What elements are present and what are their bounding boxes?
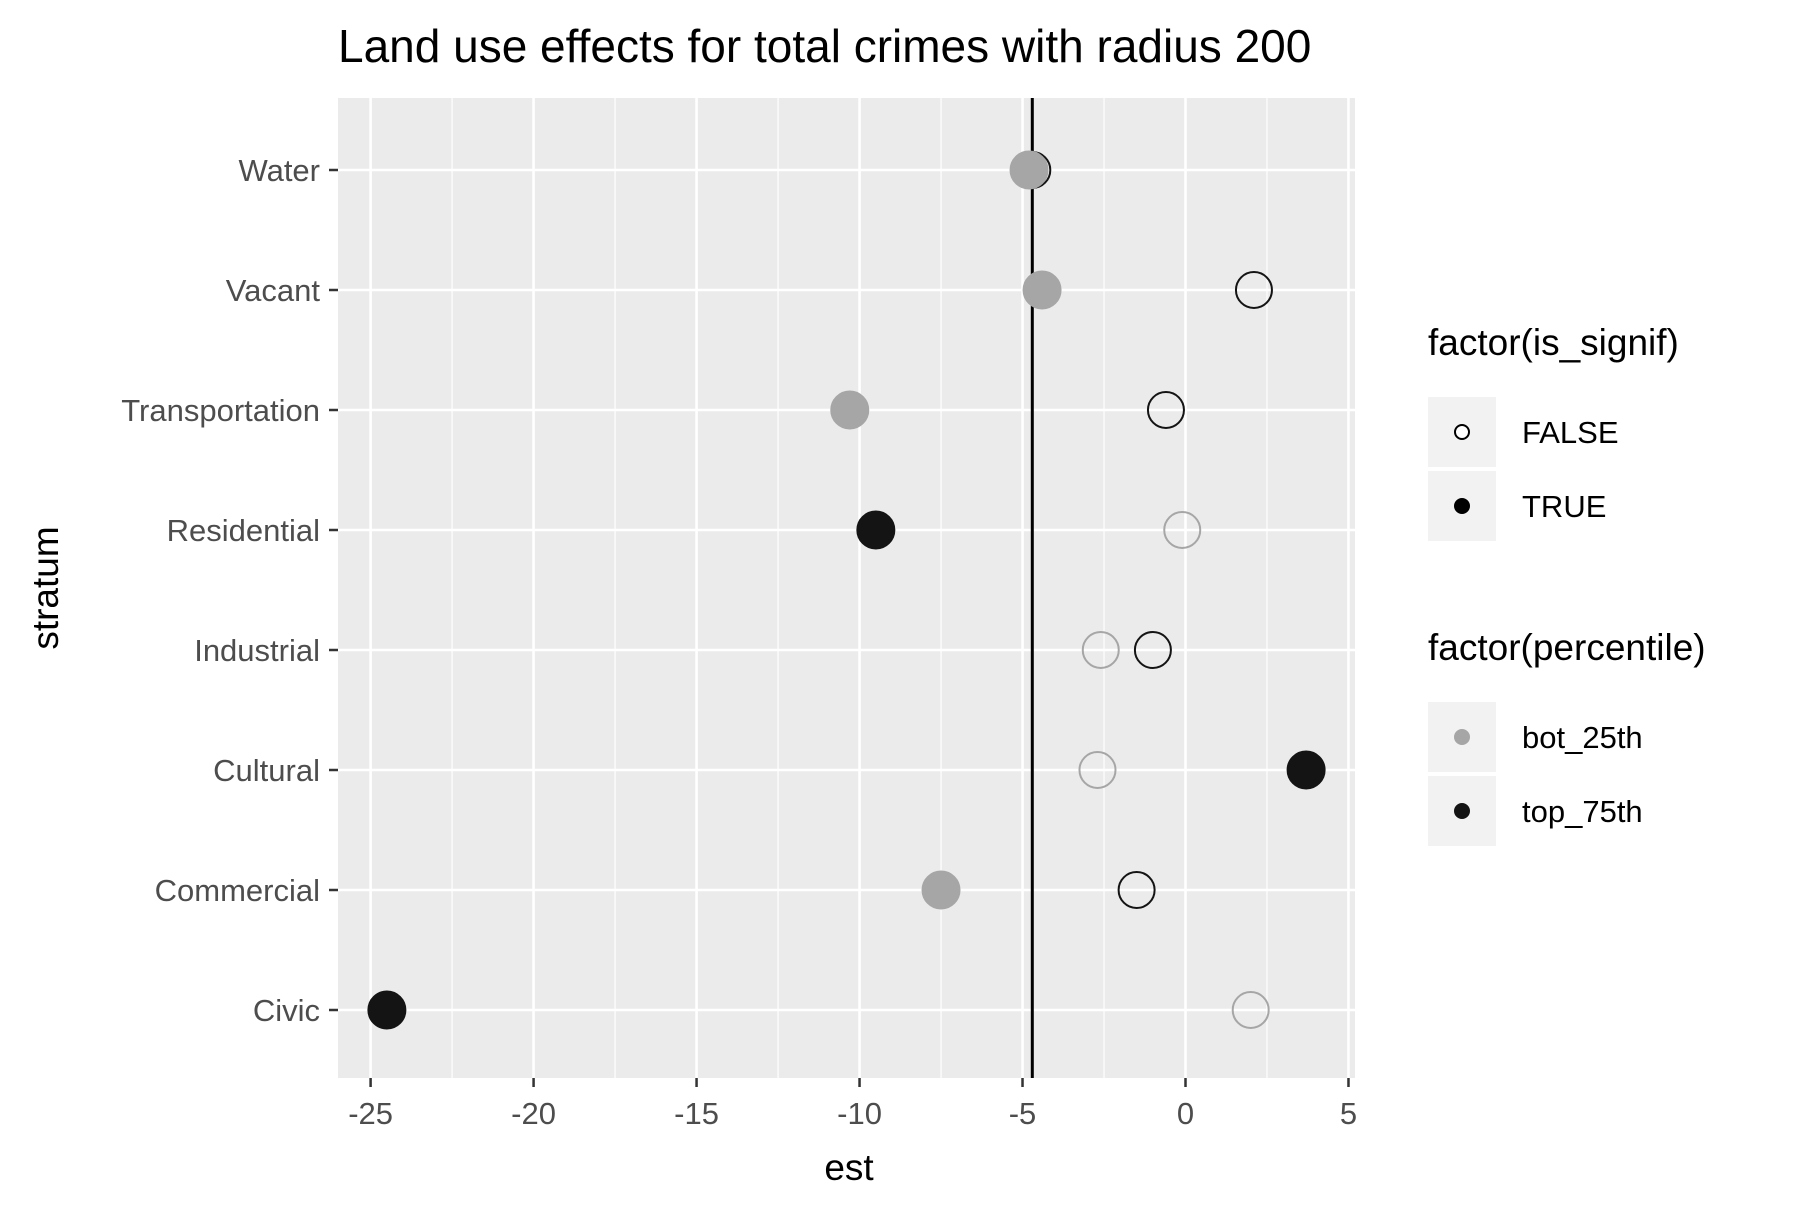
y-tick-label: Water bbox=[238, 153, 320, 188]
data-point bbox=[1078, 751, 1117, 789]
y-tick-label: Transportation bbox=[121, 393, 320, 428]
y-tick-label: Commercial bbox=[155, 873, 320, 908]
y-tick-label: Residential bbox=[167, 513, 320, 548]
data-point bbox=[856, 510, 896, 550]
y-axis-title: stratum bbox=[25, 526, 66, 649]
data-point bbox=[1022, 270, 1062, 310]
x-tick-label: -20 bbox=[511, 1096, 556, 1131]
data-point bbox=[1231, 991, 1270, 1029]
data-point bbox=[830, 390, 870, 430]
x-tick-label: 0 bbox=[1177, 1096, 1194, 1131]
data-point bbox=[921, 870, 961, 910]
data-point bbox=[1133, 631, 1172, 669]
data-point bbox=[1234, 271, 1273, 309]
legend-symbol bbox=[1454, 803, 1470, 819]
legend-label: top_75th bbox=[1522, 794, 1643, 829]
legend: factor(is_signif) FALSE TRUE factor(percent… bbox=[1428, 322, 1706, 846]
legend-symbol bbox=[1454, 498, 1470, 514]
legend-label: bot_25th bbox=[1522, 720, 1643, 755]
y-tick-label: Vacant bbox=[226, 273, 321, 308]
x-tick-label: -10 bbox=[837, 1096, 882, 1131]
x-axis-title: est bbox=[824, 1147, 874, 1188]
chart-title: Land use effects for total crimes with r… bbox=[338, 20, 1311, 72]
y-tick-label: Industrial bbox=[194, 633, 320, 668]
data-point bbox=[1117, 871, 1156, 909]
x-tick-label: -15 bbox=[674, 1096, 719, 1131]
data-point bbox=[1286, 750, 1326, 790]
x-tick-label: -25 bbox=[348, 1096, 393, 1131]
data-point bbox=[1163, 511, 1202, 549]
data-point bbox=[1146, 391, 1185, 429]
y-tick-label: Cultural bbox=[213, 753, 320, 788]
x-tick-label: -5 bbox=[1009, 1096, 1037, 1131]
panel-background bbox=[338, 98, 1355, 1078]
legend-title: factor(percentile) bbox=[1428, 627, 1706, 668]
plot-panel bbox=[338, 98, 1355, 1078]
x-tick-label: 5 bbox=[1340, 1096, 1357, 1131]
legend-symbol bbox=[1454, 424, 1470, 440]
legend-label: TRUE bbox=[1522, 489, 1606, 524]
data-points bbox=[367, 150, 1326, 1030]
data-point bbox=[367, 990, 407, 1030]
legend-symbol bbox=[1454, 729, 1470, 745]
legend-title: factor(is_signif) bbox=[1428, 322, 1679, 363]
data-point bbox=[1081, 631, 1120, 669]
axes: -25 -20 -15 -10 -5 0 5 Civic Commercial Cultural I… bbox=[121, 153, 1357, 1131]
y-tick-label: Civic bbox=[253, 993, 320, 1028]
legend-label: FALSE bbox=[1522, 415, 1619, 450]
data-point bbox=[1009, 150, 1049, 190]
